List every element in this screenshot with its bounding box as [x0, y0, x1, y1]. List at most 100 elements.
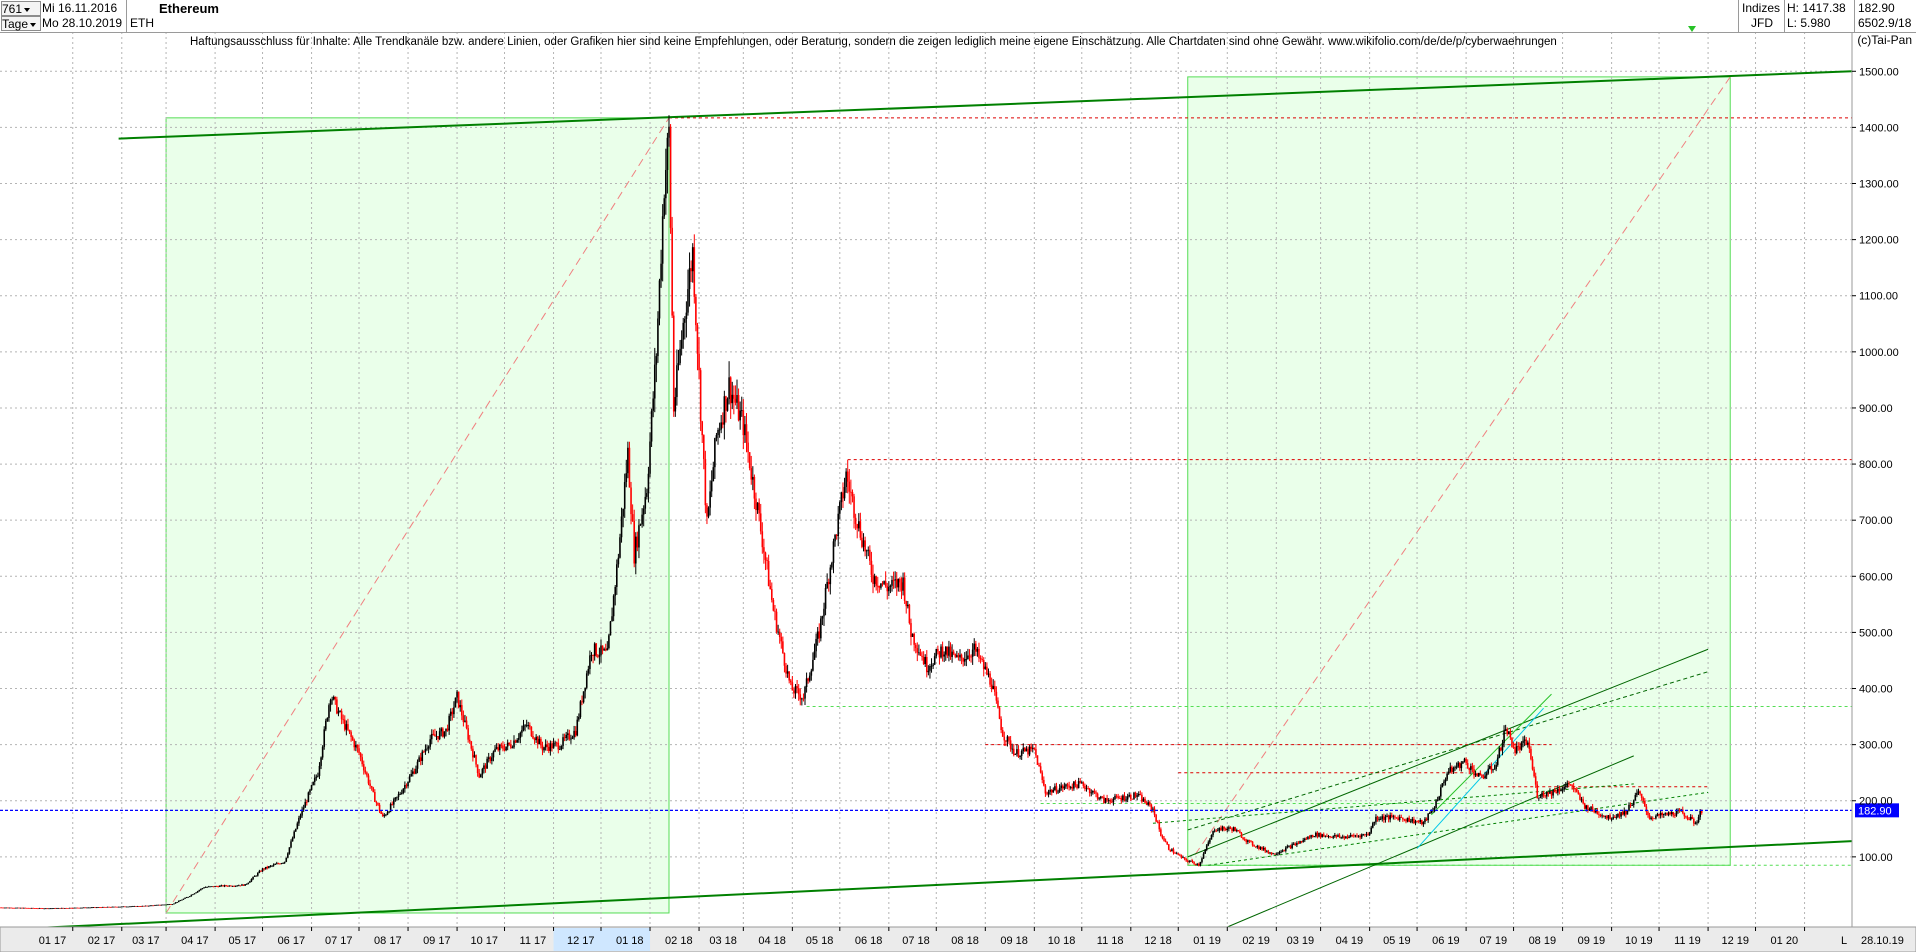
candle-down [1270, 852, 1273, 855]
candle-down [802, 698, 805, 700]
candle-down [960, 654, 963, 659]
candle-up [147, 905, 150, 907]
candle-down [1534, 776, 1537, 785]
candle-up [1014, 753, 1017, 755]
candle-up [1561, 789, 1564, 791]
last-price: 182.90 [1858, 1, 1895, 15]
candle-down [1017, 749, 1020, 757]
candle-up [582, 691, 585, 703]
candle-up [328, 705, 330, 718]
candle-up [339, 711, 341, 712]
count-selector[interactable]: 761 [1, 1, 41, 16]
candle-up [1378, 819, 1380, 820]
candle-down [706, 505, 708, 517]
candle-up [666, 137, 669, 170]
candle-down [1000, 718, 1002, 731]
candle-up [971, 649, 974, 657]
candle-down [557, 742, 560, 750]
candle-up [559, 749, 561, 750]
candle-down [701, 421, 704, 436]
end-date: Mo 28.10.2019 [42, 16, 123, 30]
candle-up [245, 883, 248, 885]
candle-down [1074, 781, 1077, 785]
candle-down [1009, 740, 1012, 749]
candle-up [649, 441, 651, 474]
candle-up [1334, 834, 1336, 837]
candle-up [179, 900, 182, 902]
candle-up [355, 744, 357, 748]
candle-up [634, 536, 637, 564]
candle-down [21, 907, 23, 909]
candle-up [831, 562, 833, 568]
candle-up [1443, 781, 1445, 784]
candle-up [566, 733, 569, 735]
candle-down [1425, 818, 1428, 821]
candle-up [249, 881, 251, 883]
candle-down [859, 521, 862, 538]
candle-up [244, 884, 246, 886]
candle-down [921, 655, 923, 657]
candle-down [446, 728, 449, 731]
high-value: H: 1417.38 [1787, 1, 1846, 15]
candle-up [1210, 834, 1213, 840]
candle-up [562, 737, 564, 746]
candle-up [590, 654, 593, 656]
candle-down [1038, 764, 1040, 767]
candle-down [143, 905, 145, 907]
candle-down [1525, 739, 1527, 745]
candle-up [236, 885, 239, 887]
candle-down [1193, 862, 1195, 864]
candle-up [1454, 767, 1456, 769]
candle-up [614, 586, 617, 596]
candle-up [623, 482, 626, 509]
candle-down [970, 656, 972, 658]
y-tick-label: 800.00 [1859, 459, 1893, 471]
candle-down [1198, 863, 1200, 866]
candle-down [152, 905, 155, 907]
candle-up [151, 905, 153, 907]
candle-down [758, 502, 760, 514]
candle-up [715, 435, 718, 439]
candle-up [498, 744, 501, 751]
candle-up [487, 757, 490, 759]
candle-down [1123, 795, 1126, 801]
candle-down [1376, 816, 1379, 820]
candle-up [1422, 821, 1425, 825]
candle-down [1514, 747, 1516, 753]
candle-down [1413, 818, 1415, 824]
candle-up [933, 656, 936, 665]
candle-down [533, 738, 536, 741]
candle-down [968, 655, 971, 657]
candle-down [1517, 746, 1520, 748]
candle-up [1455, 766, 1458, 768]
candle-down [1050, 789, 1053, 793]
candle-up [241, 884, 243, 886]
candle-down [233, 886, 235, 887]
candle-down [799, 694, 802, 700]
candle-up [1424, 818, 1426, 822]
candle-up [1349, 834, 1352, 837]
candle-up [427, 746, 430, 749]
candle-down [1223, 826, 1225, 829]
candle-down [753, 476, 756, 499]
candle-up [15, 907, 17, 909]
candle-down [547, 746, 550, 751]
x-tick-label: 12 19 [1722, 935, 1750, 947]
candle-down [65, 907, 68, 909]
candle-down [1088, 788, 1091, 794]
candle-down [1658, 813, 1660, 816]
candle-up [867, 549, 870, 551]
candle-up [944, 646, 947, 655]
candle-up [1501, 743, 1504, 751]
candle-up [973, 643, 976, 650]
candle-up [731, 394, 734, 404]
candle-up [655, 356, 658, 365]
candle-down [437, 736, 439, 740]
candle-up [479, 774, 482, 778]
period-selector[interactable]: Tage [1, 16, 41, 31]
candle-down [788, 671, 790, 681]
candle-up [527, 725, 530, 726]
candle-up [464, 720, 466, 722]
candle-up [182, 898, 185, 900]
